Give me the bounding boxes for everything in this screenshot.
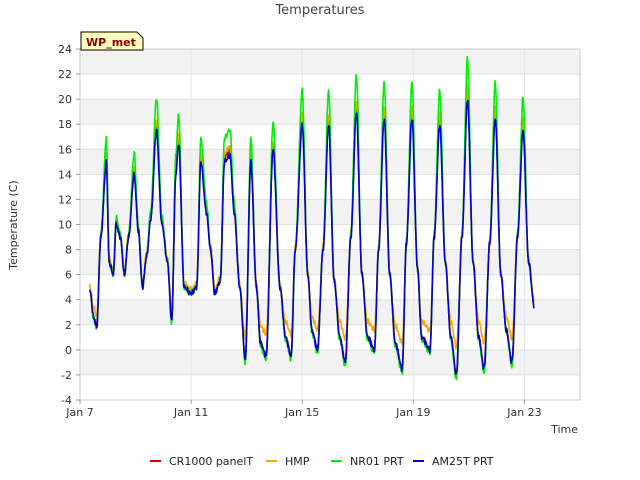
x-axis: Jan 7 Jan 11 Jan 15 Jan 19 Jan 23 <box>65 400 542 419</box>
y-tick-label: 18 <box>58 118 72 131</box>
y-tick-label: 24 <box>58 43 72 56</box>
series-line-am25t-prt <box>88 99 535 375</box>
legend: CR1000 panelT HMP NR01 PRT AM25T PRT <box>150 455 494 468</box>
x-tick-label: Jan 11 <box>173 406 208 419</box>
legend-label: CR1000 panelT <box>169 455 253 468</box>
chart-title: Temperatures <box>274 3 364 18</box>
series-lines <box>88 55 535 381</box>
x-tick-label: Jan 15 <box>284 406 319 419</box>
background-band <box>80 249 580 275</box>
legend-label: HMP <box>285 455 310 468</box>
legend-label: NR01 PRT <box>350 455 404 468</box>
background-band <box>80 349 580 375</box>
background-band <box>80 299 580 325</box>
y-tick-label: 4 <box>65 294 72 307</box>
y-tick-label: -4 <box>61 394 72 407</box>
background-band <box>80 199 580 225</box>
site-label-frame <box>80 31 144 51</box>
x-tick-label: Jan 19 <box>395 406 430 419</box>
x-axis-title: Time <box>550 423 578 436</box>
y-tick-label: 22 <box>58 68 72 81</box>
y-axis-title: Temperature (C) <box>7 180 20 270</box>
legend-label: AM25T PRT <box>432 455 494 468</box>
y-tick-label: 6 <box>65 269 72 282</box>
y-tick-label: 16 <box>58 143 72 156</box>
y-tick-label: 2 <box>65 319 72 332</box>
y-tick-label: 8 <box>65 244 72 257</box>
site-label-box: WP_met <box>80 31 144 51</box>
y-tick-label: 0 <box>65 344 72 357</box>
y-tick-label: -2 <box>61 369 72 382</box>
background-band <box>80 49 580 75</box>
y-tick-label: 10 <box>58 219 72 232</box>
y-tick-label: 20 <box>58 93 72 106</box>
y-tick-label: 12 <box>58 193 72 206</box>
site-label-text: WP_met <box>86 36 136 49</box>
y-tick-label: 14 <box>58 168 72 181</box>
x-tick-label: Jan 23 <box>506 406 541 419</box>
x-tick-label: Jan 7 <box>65 406 93 419</box>
